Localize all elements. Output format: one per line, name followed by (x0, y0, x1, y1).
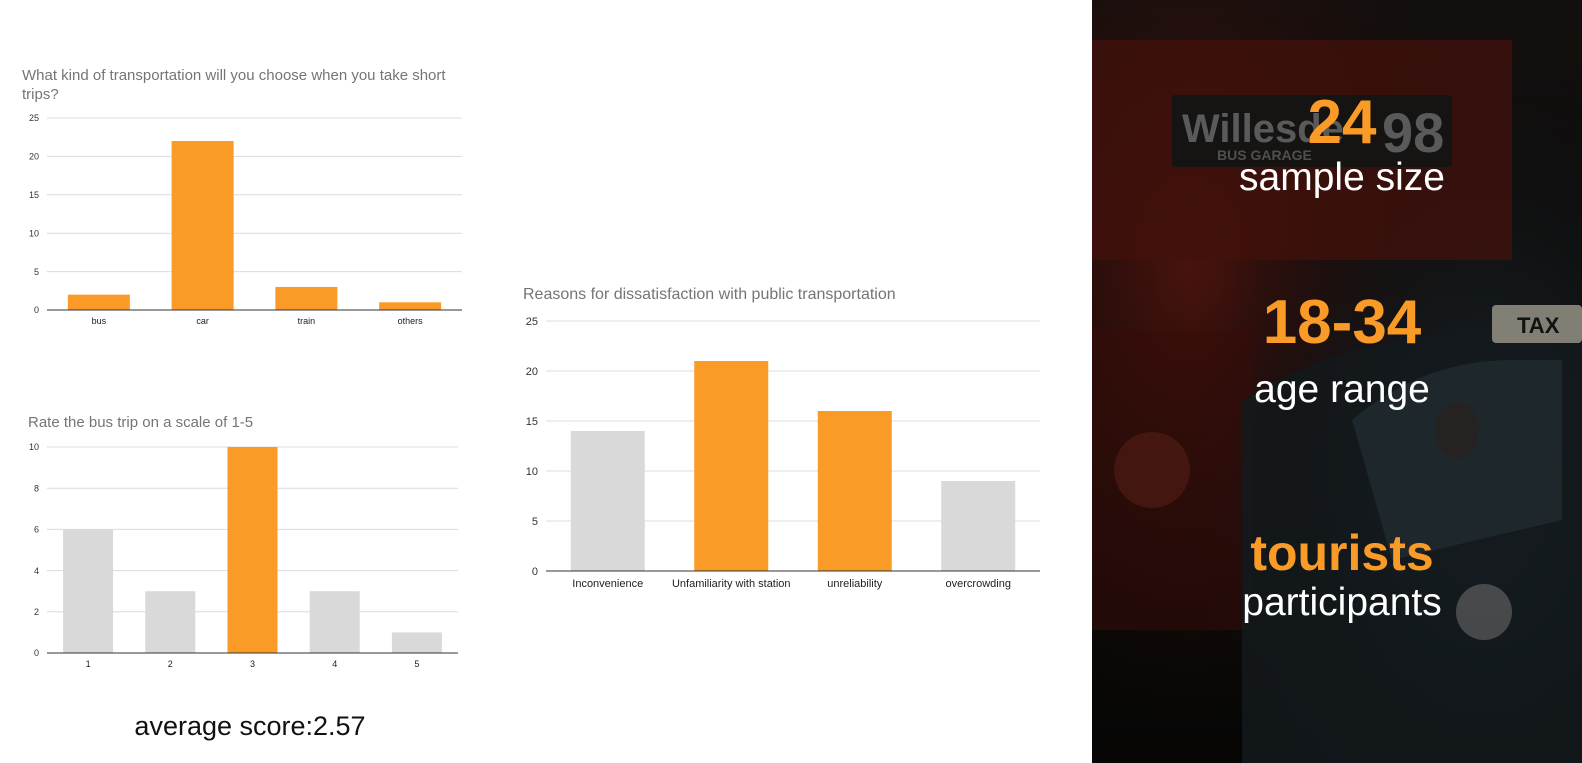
bus-destination-sign (1172, 95, 1452, 167)
taxi-mirror-shape (1456, 584, 1512, 640)
bar-bus (67, 294, 130, 310)
chart-title-transport: What kind of transportation will you cho… (22, 67, 446, 103)
chart-transport: 0 5 10 15 20 25 bus car train others (29, 113, 462, 326)
stat-label-age-range: age range (1254, 368, 1430, 411)
y-tick-label: 10 (526, 466, 538, 478)
y-tick-label: 15 (29, 190, 39, 200)
y-tick-label: 5 (532, 516, 538, 528)
chart-title-dissatisfaction: Reasons for dissatisfaction with public … (523, 286, 896, 303)
bar-3 (227, 447, 278, 653)
bar-inconvenience (570, 431, 645, 571)
bus-side-shape (1092, 330, 1252, 630)
y-tick-label: 5 (34, 267, 39, 277)
bar-car (171, 141, 234, 310)
x-tick-label: train (298, 316, 316, 326)
x-tick-label: bus (92, 316, 107, 326)
bar-overcrowding (941, 481, 1016, 571)
bus-sign-text: Willesde (1182, 107, 1344, 151)
photo-panel: Willesde 98 BUS GARAGE TAX 24 sample siz… (1092, 0, 1582, 763)
bar-1 (63, 529, 114, 653)
bar-train (275, 286, 338, 310)
x-tick-label: 1 (86, 659, 91, 669)
stat-age-range: 18-34 age range (1092, 290, 1582, 412)
stat-value-sample-size: 24 (1307, 88, 1377, 157)
bar-unfamiliarity-with-station (694, 361, 769, 571)
bar-4 (309, 591, 360, 653)
x-tick-label: 2 (168, 659, 173, 669)
stat-label-sample-size: sample size (1239, 156, 1445, 199)
stat-value-age-range: 18-34 (1262, 288, 1422, 357)
x-tick-label: Unfamiliarity with station (672, 578, 791, 590)
y-tick-label: 2 (34, 607, 39, 617)
chart-dissatisfaction: 0 5 10 15 20 25 Inconvenience Unfamiliarity wit… (526, 316, 1040, 590)
stat-value-participants: tourists (1250, 525, 1434, 581)
stat-label-participants: participants (1242, 581, 1442, 624)
average-score: average score:2.57 (134, 711, 366, 741)
bar-2 (145, 591, 196, 653)
y-tick-label: 25 (526, 316, 538, 328)
bar-unreliability (817, 411, 892, 571)
taxi-sign-text: TAX (1517, 313, 1560, 338)
chart-title-rating: Rate the bus trip on a scale of 1-5 (28, 414, 254, 431)
taxi-window-shape (1352, 360, 1562, 560)
x-tick-label: Inconvenience (572, 578, 643, 590)
x-tick-label: 5 (414, 659, 419, 669)
taxi-sign (1492, 305, 1582, 343)
bus-sign-number: 98 (1382, 101, 1444, 164)
x-tick-label: unreliability (827, 578, 883, 590)
stat-sample-size: 24 sample size (1092, 90, 1582, 200)
y-tick-label: 0 (532, 566, 538, 578)
bar-5 (391, 632, 442, 653)
x-tick-label: others (398, 316, 424, 326)
x-tick-label: car (196, 316, 209, 326)
y-tick-label: 6 (34, 525, 39, 535)
y-tick-label: 4 (34, 566, 39, 576)
x-tick-label: overcrowding (946, 578, 1011, 590)
bus-sign-subtext: BUS GARAGE (1217, 147, 1312, 163)
bar-others (379, 302, 442, 310)
stat-participants: tourists participants (1092, 525, 1582, 625)
street-photo-background: Willesde 98 BUS GARAGE TAX (1092, 0, 1582, 763)
x-tick-label: 3 (250, 659, 255, 669)
y-tick-label: 20 (29, 152, 39, 162)
driver-silhouette (1435, 402, 1479, 458)
y-tick-label: 15 (526, 416, 538, 428)
y-tick-label: 8 (34, 483, 39, 493)
y-tick-label: 0 (34, 305, 39, 315)
y-tick-label: 10 (29, 442, 39, 452)
y-tick-label: 25 (29, 113, 39, 123)
x-tick-label: 4 (332, 659, 337, 669)
bus-headlight-glow (1114, 432, 1190, 508)
y-tick-label: 0 (34, 648, 39, 658)
y-tick-label: 10 (29, 228, 39, 238)
y-tick-label: 20 (526, 366, 538, 378)
